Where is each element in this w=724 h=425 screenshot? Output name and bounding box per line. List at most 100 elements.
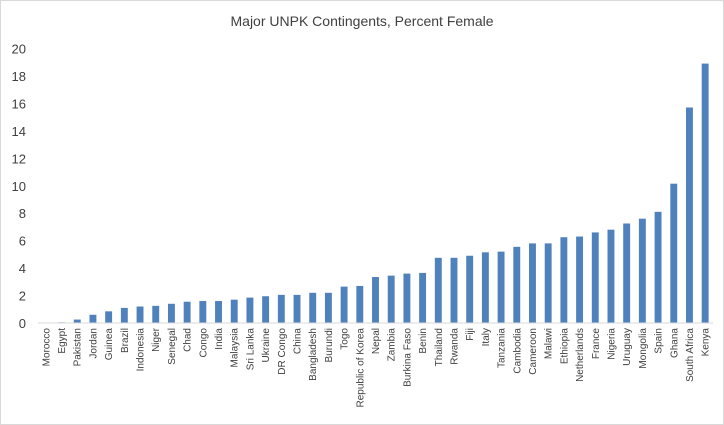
bar xyxy=(136,306,144,323)
x-tick-label: Malaysia xyxy=(230,328,241,368)
x-axis: Morocco Egypt Pakistan Jordan Guinea Brazil In… xyxy=(38,322,713,408)
bar xyxy=(434,257,442,323)
x-tick-label: Spain xyxy=(654,328,665,354)
x-tick-label: Ukraine xyxy=(261,328,272,363)
bar xyxy=(450,257,458,323)
x-tick-label: Nepal xyxy=(371,328,382,354)
bar xyxy=(246,297,254,323)
bar xyxy=(701,63,709,323)
x-tick-label: Brazil xyxy=(120,328,131,353)
y-tick-label: 20 xyxy=(12,42,26,57)
x-tick-label: Benin xyxy=(418,328,429,354)
x-tick-label: Cameroon xyxy=(528,328,539,375)
y-tick-label: 10 xyxy=(12,179,26,194)
bar xyxy=(529,243,536,323)
bar xyxy=(372,277,379,323)
x-tick-label: India xyxy=(214,328,225,350)
x-tick-label: Ghana xyxy=(669,328,680,358)
bar xyxy=(686,107,693,323)
bar xyxy=(497,251,505,323)
x-tick-label: Republic of Korea xyxy=(355,328,366,408)
x-tick-label: Cambodia xyxy=(512,328,523,374)
bar xyxy=(340,286,348,323)
x-tick-label: Burkina Faso xyxy=(402,328,413,387)
x-tick-label: Italy xyxy=(481,328,492,346)
bar xyxy=(120,307,128,323)
bar xyxy=(670,183,678,323)
x-tick-label: Senegal xyxy=(167,328,178,365)
bar xyxy=(466,255,474,323)
x-tick-label: Indonesia xyxy=(136,328,147,372)
x-tick-label: Zambia xyxy=(387,328,398,362)
x-tick-label: Tanzania xyxy=(497,328,508,368)
x-tick-label: Malawi xyxy=(544,328,555,359)
bar xyxy=(293,294,301,323)
x-tick-label: Fiji xyxy=(465,328,476,341)
x-tick-label: China xyxy=(293,328,304,355)
x-tick-label: Uruguay xyxy=(622,328,633,366)
y-tick-label: 2 xyxy=(19,289,26,304)
x-tick-label: Burundi xyxy=(324,328,335,362)
bar xyxy=(309,292,317,323)
y-tick-label: 16 xyxy=(12,96,26,111)
x-tick-label: Chad xyxy=(183,328,194,352)
x-tick-label: Thailand xyxy=(434,328,445,366)
x-tick-label: Togo xyxy=(340,328,351,350)
bar xyxy=(387,275,395,323)
bar xyxy=(73,319,81,323)
bar xyxy=(560,237,568,323)
x-tick-label: Ethiopia xyxy=(559,328,570,365)
bar xyxy=(215,301,222,323)
bar xyxy=(638,218,646,323)
x-tick-label: Nigeria xyxy=(606,328,617,360)
x-tick-label: South Africa xyxy=(685,328,696,382)
bar xyxy=(419,272,427,323)
bar xyxy=(230,299,238,323)
bar xyxy=(544,243,552,323)
bar xyxy=(654,211,662,323)
y-tick-label: 0 xyxy=(19,316,26,331)
bar xyxy=(513,246,521,323)
bar xyxy=(152,305,160,323)
x-tick-label: Congo xyxy=(198,328,209,358)
bar xyxy=(199,301,207,323)
y-tick-label: 6 xyxy=(19,234,26,249)
y-tick-label: 18 xyxy=(12,69,26,84)
y-tick-label: 12 xyxy=(12,151,26,166)
x-tick-label: Kenya xyxy=(701,328,712,357)
bar xyxy=(576,236,584,323)
x-tick-label: Sri Lanka xyxy=(245,328,256,371)
y-tick-label: 14 xyxy=(12,124,26,139)
bar xyxy=(277,294,285,323)
x-tick-label: Guinea xyxy=(104,328,115,361)
x-tick-label: Bangladesh xyxy=(308,328,319,381)
y-axis: 0 2 4 6 8 10 12 14 16 18 20 xyxy=(12,42,26,332)
x-tick-label: Egypt xyxy=(57,328,68,354)
x-tick-label: Jordan xyxy=(88,328,99,359)
bar xyxy=(623,223,631,323)
x-tick-label: Morocco xyxy=(41,328,52,367)
bar xyxy=(481,252,489,323)
bar xyxy=(356,285,364,323)
bar xyxy=(403,273,411,323)
bar xyxy=(324,292,332,323)
bar xyxy=(262,296,270,323)
bar xyxy=(607,229,615,323)
x-tick-label: Mongolia xyxy=(638,328,649,369)
bar xyxy=(105,311,113,323)
bar xyxy=(591,232,599,323)
bar xyxy=(183,301,191,323)
chart-title: Major UNPK Contingents, Percent Female xyxy=(231,13,494,29)
x-tick-label: Rwanda xyxy=(449,328,460,365)
x-tick-label: Pakistan xyxy=(73,328,84,366)
x-tick-label: DR Congo xyxy=(277,328,288,375)
y-tick-label: 8 xyxy=(19,206,26,221)
y-tick-label: 4 xyxy=(19,261,26,276)
x-tick-label: Niger xyxy=(151,327,162,352)
bar xyxy=(167,303,175,323)
x-tick-label: Netherlands xyxy=(575,328,586,382)
bar xyxy=(89,314,97,323)
x-tick-label: France xyxy=(591,328,602,360)
